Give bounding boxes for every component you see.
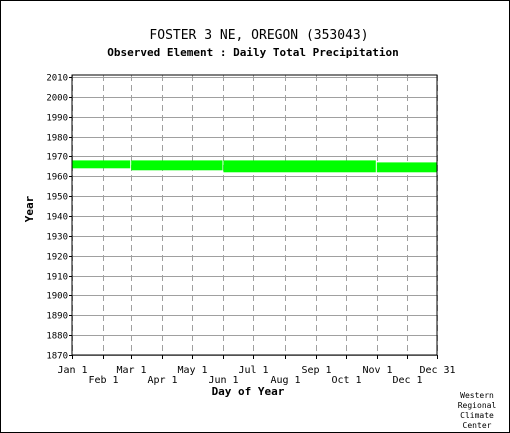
y-tick-label: 1880 — [46, 332, 68, 342]
plot-area-border — [71, 74, 438, 356]
credit-block: Western Regional Climate Center — [458, 391, 497, 430]
y-tick-label: 1950 — [46, 193, 68, 203]
chart-subtitle: Observed Element : Daily Total Precipita… — [107, 46, 398, 59]
coverage-bar — [376, 162, 437, 173]
x-axis-label: Day of Year — [212, 385, 285, 398]
y-tick-label: 1910 — [46, 273, 68, 283]
y-tick-label: 2010 — [46, 74, 68, 84]
y-axis-label: Year — [23, 195, 36, 222]
x-tick-label: Oct 1 — [331, 375, 361, 386]
y-tick-label: 1870 — [46, 352, 68, 362]
x-tick-label: Dec 31 — [419, 365, 455, 376]
coverage-bar — [223, 160, 376, 173]
x-tick-label: Apr 1 — [147, 375, 177, 386]
x-tick-label: Jun 1 — [208, 375, 238, 386]
x-tick-label: Aug 1 — [270, 375, 300, 386]
credit-line: Western — [460, 391, 494, 400]
x-tick-label: Jul 1 — [238, 365, 268, 376]
x-tick-label: Mar 1 — [116, 365, 146, 376]
credit-line: Center — [463, 421, 492, 430]
x-tick-label: Feb 1 — [88, 375, 118, 386]
y-tick-label: 1900 — [46, 292, 68, 302]
x-tick-layer: Jan 1 Mar 1 May 1 Jul 1 Sep 1 Nov 1 Dec 31 Feb … — [57, 355, 456, 386]
y-tick-layer: 1870 1880 1890 1900 1910 1920 1930 1940 1950 1960… — [46, 74, 72, 362]
y-tick-label: 1980 — [46, 134, 68, 144]
coverage-bar — [131, 160, 223, 171]
chart-title: FOSTER 3 NE, OREGON (353043) — [149, 28, 368, 43]
x-tick-label: Dec 1 — [392, 375, 422, 386]
bars-layer — [72, 160, 437, 173]
y-tick-label: 1920 — [46, 253, 68, 263]
y-tick-label: 1960 — [46, 173, 68, 183]
y-tick-label: 2000 — [46, 94, 68, 104]
y-tick-label: 1940 — [46, 213, 68, 223]
credit-line: Regional — [458, 401, 497, 410]
x-tick-label: May 1 — [177, 365, 207, 376]
y-tick-label: 1990 — [46, 114, 68, 124]
y-tick-label: 1930 — [46, 233, 68, 243]
x-tick-label: Nov 1 — [362, 365, 392, 376]
x-tick-label: Sep 1 — [301, 365, 331, 376]
credit-line: Climate — [460, 411, 494, 420]
grid-layer — [72, 75, 438, 356]
y-tick-label: 1890 — [46, 312, 68, 322]
x-tick-label: Jan 1 — [57, 365, 87, 376]
y-tick-label: 1970 — [46, 153, 68, 163]
coverage-bar — [72, 160, 131, 169]
